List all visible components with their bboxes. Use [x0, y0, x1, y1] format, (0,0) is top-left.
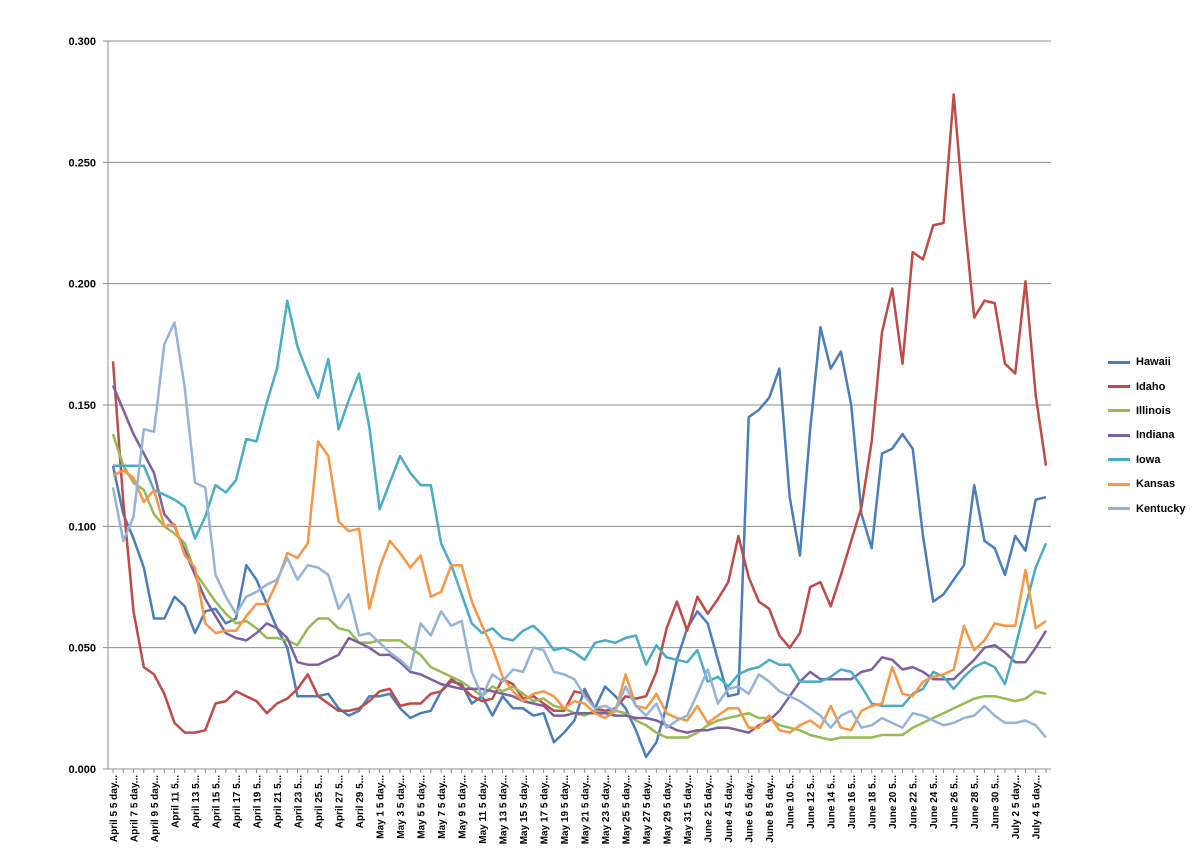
- x-tick-label: June 28 5...: [970, 775, 981, 829]
- x-tick-label: May 9 5 day...: [458, 775, 469, 839]
- x-tick-label: May 21 5 day...: [581, 775, 592, 845]
- x-tick-label: April 23 5...: [294, 775, 305, 829]
- x-tick-label: April 17 5...: [232, 775, 243, 829]
- series-line-iowa: [113, 299, 1048, 708]
- legend-item-kentucky: Kentucky: [1108, 496, 1186, 520]
- series-line-kansas: [112, 440, 1047, 734]
- x-tick-label: May 25 5 day...: [622, 775, 633, 845]
- series-line-indiana: [111, 385, 1048, 734]
- legend-swatch: [1108, 360, 1130, 364]
- series-line-idaho: [111, 93, 1048, 734]
- legend-swatch: [1108, 507, 1130, 511]
- legend-swatch: [1108, 458, 1130, 462]
- x-tick-label: May 31 5 day...: [683, 775, 694, 845]
- x-tick-label: June 26 5...: [950, 775, 961, 829]
- x-tick-label: May 23 5 day...: [601, 775, 612, 845]
- y-tick-label: 0.200: [68, 279, 96, 291]
- legend-item-indiana: Indiana: [1108, 423, 1186, 447]
- y-tick-label: 0.000: [68, 764, 96, 776]
- x-tick-label: April 11 5...: [171, 775, 182, 828]
- legend: Hawaii Idaho Illinois Indiana Iowa Kansas Kent…: [1108, 350, 1186, 521]
- legend-item-kansas: Kansas: [1108, 472, 1186, 496]
- legend-label: Illinois: [1136, 404, 1171, 417]
- x-tick-label: April 13 5...: [191, 775, 202, 829]
- x-tick-label: April 15 5...: [212, 775, 223, 829]
- x-tick-label: April 21 5...: [273, 775, 284, 829]
- x-tick-label: June 16 5...: [847, 775, 858, 829]
- x-tick-label: May 27 5 day...: [642, 775, 653, 845]
- y-tick-label: 0.100: [68, 521, 96, 533]
- x-tick-label: May 11 5 day...: [478, 775, 489, 844]
- x-tick-label: May 19 5 day...: [560, 775, 571, 845]
- legend-item-idaho: Idaho: [1108, 374, 1186, 398]
- legend-label: Kentucky: [1136, 502, 1186, 515]
- y-tick-label: 0.050: [68, 643, 96, 655]
- x-tick-label: May 5 5 day...: [417, 775, 428, 839]
- x-tick-label: April 19 5...: [253, 775, 264, 829]
- x-tick-label: June 14 5...: [827, 775, 838, 829]
- legend-swatch: [1108, 433, 1130, 437]
- legend-item-hawaii: Hawaii: [1108, 350, 1186, 374]
- x-tick-label: June 8 5 day...: [765, 775, 776, 843]
- x-tick-label: July 4 5 day...: [1032, 775, 1043, 840]
- legend-label: Indiana: [1136, 429, 1175, 442]
- x-tick-label: May 29 5 day...: [663, 775, 674, 845]
- x-tick-label: June 4 5 day...: [724, 775, 735, 843]
- x-tick-label: June 22 5...: [909, 775, 920, 829]
- x-tick-label: June 20 5...: [888, 775, 899, 829]
- x-tick-label: May 13 5 day...: [499, 775, 510, 845]
- y-tick-label: 0.300: [68, 36, 96, 48]
- x-tick-label: April 27 5...: [335, 775, 346, 829]
- x-tick-label: June 18 5...: [868, 775, 879, 829]
- legend-swatch: [1108, 409, 1130, 413]
- x-tick-label: June 6 5 day...: [745, 775, 756, 843]
- y-tick-label: 0.150: [68, 400, 96, 412]
- x-tick-label: April 25 5...: [314, 775, 325, 829]
- x-tick-label: May 3 5 day...: [396, 775, 407, 839]
- legend-item-illinois: Illinois: [1108, 399, 1186, 423]
- legend-label: Hawaii: [1136, 356, 1171, 369]
- x-tick-label: July 2 5 day...: [1011, 775, 1022, 840]
- x-tick-label: May 15 5 day...: [519, 775, 530, 845]
- x-tick-label: June 24 5...: [929, 775, 940, 829]
- x-tick-label: June 2 5 day...: [704, 775, 715, 843]
- y-tick-label: 0.250: [68, 157, 96, 169]
- x-tick-label: June 30 5...: [991, 775, 1002, 829]
- legend-label: Kansas: [1136, 478, 1176, 491]
- x-tick-label: May 7 5 day...: [437, 775, 448, 839]
- series-line-hawaii: [111, 326, 1047, 759]
- x-tick-label: April 5 5 day...: [109, 775, 120, 842]
- x-tick-label: May 17 5 day...: [540, 775, 551, 845]
- x-tick-label: April 7 5 day...: [130, 775, 141, 842]
- x-tick-label: June 12 5...: [806, 775, 817, 829]
- x-tick-label: April 9 5 day...: [150, 775, 161, 842]
- legend-swatch: [1108, 385, 1130, 389]
- legend-label: Iowa: [1136, 453, 1161, 466]
- series-line-kentucky: [111, 321, 1047, 739]
- x-tick-label: May 1 5 day...: [376, 775, 387, 839]
- legend-swatch: [1108, 482, 1130, 486]
- x-tick-label: June 10 5...: [786, 775, 797, 829]
- legend-label: Idaho: [1136, 380, 1166, 393]
- legend-item-iowa: Iowa: [1108, 448, 1186, 472]
- x-tick-label: April 29 5...: [355, 775, 366, 829]
